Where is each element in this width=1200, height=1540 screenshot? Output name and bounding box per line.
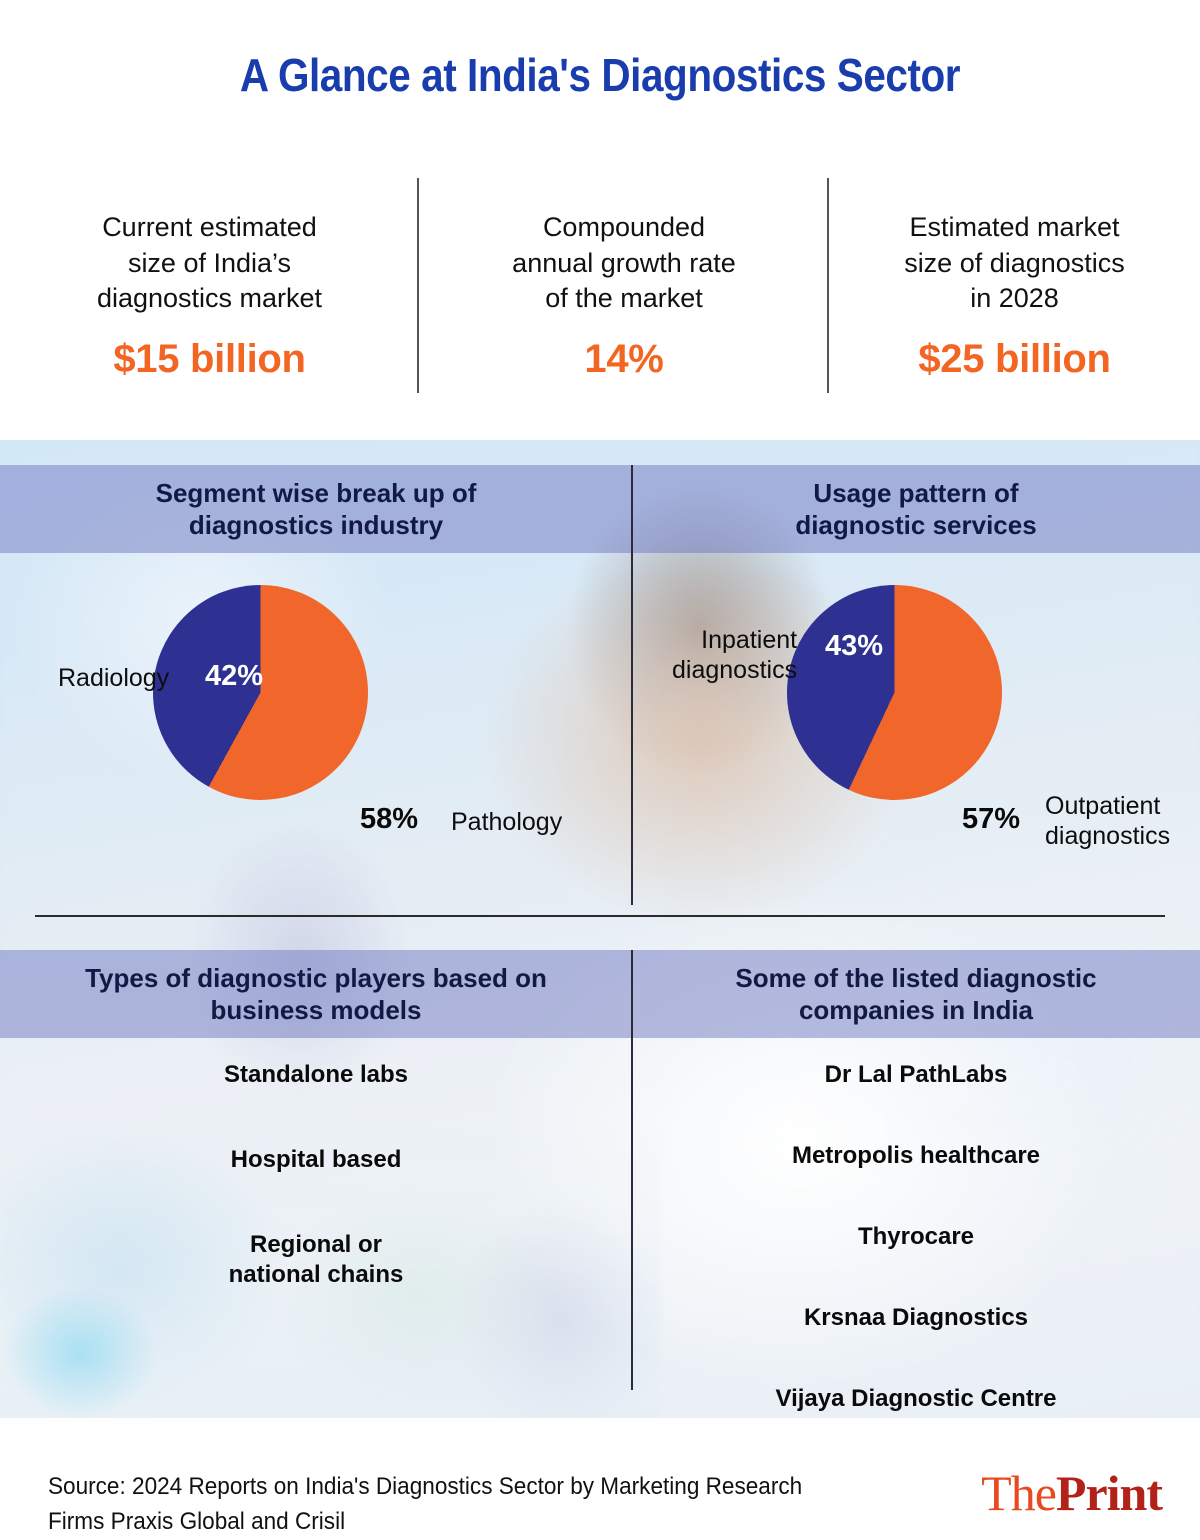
pie-label-pathology: Pathology <box>451 808 563 836</box>
list-item: Standalone labs <box>223 1061 409 1088</box>
stat-card-market-size: Current estimated size of India’s diagnost… <box>0 178 419 398</box>
section-title: Segment wise break up of diagnostics indu… <box>155 477 477 541</box>
section-band-upper <box>0 465 1200 553</box>
panel-middle-rule <box>35 915 1165 917</box>
panel-divider-upper <box>631 465 633 905</box>
stat-value: 14% <box>584 336 664 381</box>
pie-chart-usage: Inpatient diagnostics 43% 57% Outpatient d… <box>672 585 1170 850</box>
list-item: Dr Lal PathLabs <box>824 1061 1008 1088</box>
list-item: Vijaya Diagnostic Centre <box>775 1385 1057 1412</box>
stat-card-market-2028: Estimated market size of diagnostics in 20… <box>829 178 1200 398</box>
pie-value-inpatient: 43% <box>825 630 884 662</box>
section-header-usage: Usage pattern of diagnostic services <box>632 465 1200 553</box>
stat-card-cagr: Compounded annual growth rate of the marke… <box>419 178 829 398</box>
stat-value: $25 billion <box>918 336 1111 381</box>
page-title: A Glance at India's Diagnostics Sector <box>239 49 961 101</box>
glassware-backdrop <box>0 1118 660 1418</box>
section-header-companies: Some of the listed diagnostic companies i… <box>632 950 1200 1038</box>
section-title: Some of the listed diagnostic companies i… <box>735 962 1097 1026</box>
list-item: Regional or national chains <box>228 1231 404 1288</box>
infographic-panel: Segment wise break up of diagnostics indu… <box>0 440 1200 1418</box>
stat-divider <box>827 178 829 393</box>
logo-print: Print <box>1055 1465 1163 1521</box>
pie-value-outpatient: 57% <box>962 803 1021 835</box>
pie-usage-graphic <box>787 585 1002 800</box>
list-item: Metropolis healthcare <box>791 1142 1041 1169</box>
pie-label-inpatient: Inpatient diagnostics <box>672 626 798 684</box>
section-band-lower <box>0 950 1200 1038</box>
pie-segment-graphic <box>153 585 368 800</box>
section-header-players: Types of diagnostic players based on busi… <box>0 950 632 1038</box>
source-note: Source: 2024 Reports on India's Diagnost… <box>48 1473 803 1535</box>
stat-divider <box>417 178 419 393</box>
pie-label-radiology: Radiology <box>58 664 170 692</box>
section-header-segment: Segment wise break up of diagnostics indu… <box>0 465 632 553</box>
pie-chart-segment: Radiology 42% 58% Pathology <box>58 585 562 836</box>
logo-the: The <box>981 1465 1057 1521</box>
list-item: Krsnaa Diagnostics <box>803 1304 1029 1331</box>
theprint-logo: ThePrint <box>981 1465 1163 1521</box>
footer: Source: 2024 Reports on India's Diagnost… <box>0 1418 1200 1535</box>
list-item: Hospital based <box>230 1146 402 1173</box>
stat-value: $15 billion <box>113 336 306 381</box>
players-list: Standalone labs Hospital based Regional … <box>0 1060 632 1290</box>
stat-label: Estimated market size of diagnostics in 20… <box>904 212 1125 314</box>
pie-value-radiology: 42% <box>205 660 264 692</box>
companies-list: Dr Lal PathLabs Metropolis healthcare Th… <box>632 1060 1200 1414</box>
pie-label-outpatient: Outpatient diagnostics <box>1045 792 1171 850</box>
section-title: Types of diagnostic players based on busi… <box>85 962 547 1026</box>
list-item: Thyrocare <box>857 1223 975 1250</box>
panel-divider-lower <box>631 950 633 1390</box>
pie-value-pathology: 58% <box>360 803 419 835</box>
stat-label: Compounded annual growth rate of the marke… <box>512 212 736 314</box>
stats-row: Current estimated size of India’s diagnost… <box>0 178 1200 398</box>
stat-label: Current estimated size of India’s diagnost… <box>96 212 323 314</box>
section-title: Usage pattern of diagnostic services <box>795 477 1037 541</box>
